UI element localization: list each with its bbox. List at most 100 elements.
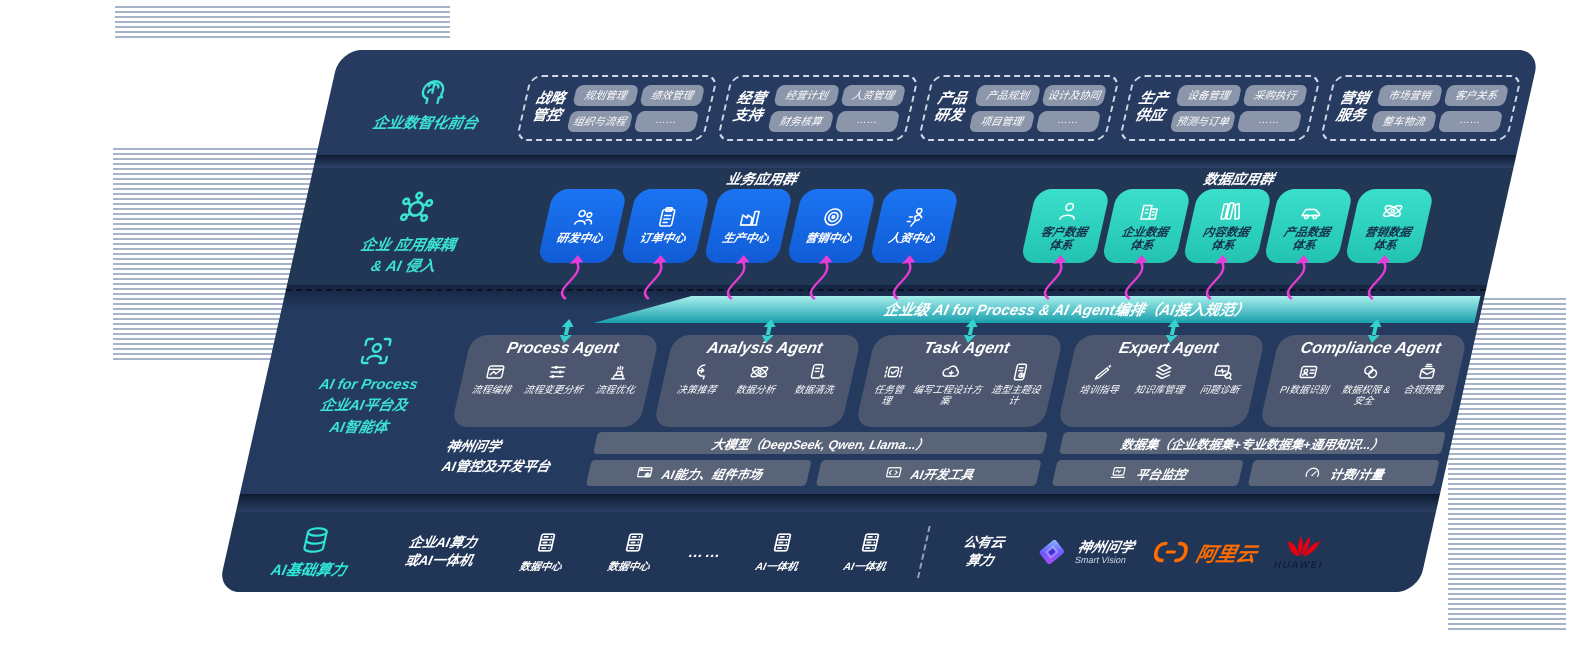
agent-item-label: 培训指导 bbox=[1078, 385, 1120, 396]
front-group-title: 经营 支持 bbox=[731, 90, 768, 124]
front-group: 产品 研发 产品规划 设计及协同 项目管理…… bbox=[917, 75, 1121, 141]
front-group-chips: 产品规划 设计及协同 项目管理…… bbox=[968, 84, 1108, 132]
partner-alibaba: 阿里云 bbox=[1150, 538, 1261, 567]
front-chip: 设备管理 bbox=[1175, 84, 1242, 106]
app-box: 生产中心 bbox=[702, 189, 794, 263]
app-box-label: 营销数据 体系 bbox=[1363, 226, 1413, 252]
agent-item: PI数据识别 bbox=[1279, 361, 1335, 396]
agent-item-label: 流程编排 bbox=[470, 385, 513, 396]
front-chip: …… bbox=[834, 110, 901, 132]
huawei-name: HUAWEI bbox=[1272, 560, 1325, 571]
app-box: 客户数据 体系 bbox=[1019, 189, 1111, 263]
front-chip: 绩效管理 bbox=[638, 84, 706, 106]
front-group-title: 营销 服务 bbox=[1334, 90, 1371, 124]
ai-bus-bar: 企业级 AI for Process & AI Agent编排（AI接入规范） bbox=[593, 296, 1480, 323]
platform-label: 神州问学 AI管控及开发平台 bbox=[440, 439, 552, 475]
dataset-bar: 数据集（企业数据集+专业数据集+通用知识...） bbox=[1059, 432, 1446, 454]
infra-node: AI一体机 bbox=[744, 530, 816, 574]
agent-items: 任务管理 编写工程设计方案 造型主题设计 bbox=[862, 361, 1052, 423]
train-icon bbox=[1090, 361, 1117, 383]
infra-node-label: 数据中心 bbox=[518, 561, 563, 573]
app-box: 营销数据 体系 bbox=[1343, 189, 1435, 263]
app-box-label: 订单中心 bbox=[637, 233, 687, 246]
cloud-icon bbox=[938, 361, 965, 383]
front-layer-band: 企业数智化前台 战略 管控 规划管理 绩效管理 组织与流程…… 经营 支持 经营计划人… bbox=[316, 50, 1541, 155]
front-chip: …… bbox=[1035, 110, 1102, 132]
agent-item: 知识库管理 bbox=[1133, 361, 1190, 396]
infra-node: AI一体机 bbox=[832, 530, 904, 574]
front-group-chips: 经营计划 人资管理 财务核算…… bbox=[767, 84, 907, 132]
front-group-chips: 设备管理 采购执行 预测与订单…… bbox=[1169, 84, 1309, 132]
server-icon bbox=[619, 530, 650, 555]
agent-item-label: 数据权限 & 安全 bbox=[1340, 385, 1392, 408]
agent-item-label: PI数据识别 bbox=[1278, 385, 1330, 396]
agent-item: 流程编排 bbox=[470, 361, 517, 396]
agent-item: 问题诊断 bbox=[1199, 361, 1246, 396]
dataset-cells: 平台监控 计费/计量 bbox=[1052, 460, 1440, 486]
app-box-label: 营销中心 bbox=[803, 233, 853, 246]
data-app-row: 客户数据 体系 企业数据 体系 内容数据 体系 产品数据 体系 营销数据 体系 bbox=[1019, 189, 1435, 263]
decouple-layer-title: 企业 应用解耦 & AI 侵入 bbox=[358, 237, 457, 275]
rings-icon bbox=[1357, 361, 1384, 383]
infra-layer-title: AI基础算力 bbox=[269, 562, 349, 579]
front-group: 经营 支持 经营计划 人资管理 财务核算…… bbox=[716, 75, 920, 141]
agent-items: 培训指导 知识库管理 问题诊断 bbox=[1064, 361, 1254, 423]
agent-items: 流程编排 流程变更分析 流程优化 bbox=[458, 361, 648, 423]
front-chip: 项目管理 bbox=[968, 110, 1035, 132]
agent-title: Process Agent bbox=[505, 340, 621, 357]
clipboard-icon bbox=[653, 205, 682, 229]
application-layer-band: 企业 应用解耦 & AI 侵入 业务应用群 数据应用群 研发中心 订单中心 生产中心… bbox=[287, 168, 1514, 285]
agent-item-label: 造型主题设计 bbox=[990, 385, 1042, 408]
app-box: 研发中心 bbox=[536, 189, 628, 263]
partner-smartvision: 神州问学 Smart Vision bbox=[1031, 535, 1137, 569]
platform-cell: 计费/计量 bbox=[1247, 460, 1440, 486]
decorative-stripes-top-left bbox=[115, 6, 450, 40]
brain-icon bbox=[412, 74, 454, 108]
front-layer-title: 企业数智化前台 bbox=[371, 114, 480, 132]
gauge-icon bbox=[1301, 464, 1323, 482]
atom-icon bbox=[1378, 199, 1407, 223]
alibaba-name: 阿里云 bbox=[1193, 543, 1259, 566]
database-icon bbox=[296, 524, 335, 556]
agent-card: Process Agent 流程编排 流程变更分析 流程优化 bbox=[451, 335, 660, 427]
public-cloud-label: 公有云 算力 bbox=[962, 534, 1006, 568]
front-group-title: 战略 管控 bbox=[530, 90, 567, 124]
infra-layer-label: AI基础算力 bbox=[251, 524, 376, 580]
agent-item: 造型主题设计 bbox=[983, 361, 1052, 408]
infra-layer-band: AI基础算力 企业AI算力 或AI一体机 数据中心 数据中心 …… AI一体机 AI一体… bbox=[217, 512, 1436, 592]
server-icon bbox=[855, 530, 886, 555]
diagnose-icon bbox=[1210, 361, 1237, 383]
business-group-header: 业务应用群 bbox=[725, 171, 799, 187]
agent-card: Task Agent 任务管理 编写工程设计方案 造型主题设计 bbox=[855, 335, 1064, 427]
alert-icon bbox=[1414, 361, 1441, 383]
front-chip: 规划管理 bbox=[572, 84, 639, 106]
front-group: 营销 服务 市场营销 客户关系 整车物流…… bbox=[1319, 75, 1523, 141]
agent-item-label: 数据清洗 bbox=[793, 385, 835, 396]
huawei-logo-icon bbox=[1283, 533, 1323, 559]
flow-icon bbox=[482, 361, 509, 383]
architecture-panel: 企业数智化前台 战略 管控 规划管理 绩效管理 组织与流程…… 经营 支持 经营计划人… bbox=[217, 50, 1541, 592]
agent-item-label: 决策推荐 bbox=[675, 385, 718, 396]
infra-node-label: AI一体机 bbox=[842, 561, 887, 573]
front-chip: 整车物流 bbox=[1370, 110, 1437, 132]
front-group-title: 产品 研发 bbox=[932, 90, 969, 124]
market-icon bbox=[633, 464, 655, 482]
building-icon bbox=[1135, 199, 1164, 223]
infra-node-label: AI一体机 bbox=[754, 561, 799, 573]
app-box: 内容数据 体系 bbox=[1181, 189, 1273, 263]
agent-item-label: 流程优化 bbox=[594, 385, 637, 396]
agent-item-label: 合规预警 bbox=[1402, 385, 1444, 396]
smartvision-logo-icon bbox=[1031, 535, 1073, 569]
smartvision-name: 神州问学 bbox=[1076, 538, 1136, 555]
front-group-title: 生产 供应 bbox=[1133, 90, 1170, 124]
agent-item: 数据权限 & 安全 bbox=[1338, 361, 1397, 408]
agent-item: 数据分析 bbox=[734, 361, 781, 396]
front-chip: 客户关系 bbox=[1442, 84, 1510, 106]
dataset-group: 数据集（企业数据集+专业数据集+通用知识...） 平台监控 计费/计量 bbox=[1052, 432, 1446, 486]
tools-icon bbox=[882, 464, 904, 482]
decide-icon bbox=[687, 361, 714, 383]
agent-item-label: 问题诊断 bbox=[1198, 385, 1241, 396]
app-box: 企业数据 体系 bbox=[1100, 189, 1192, 263]
app-box-label: 产品数据 体系 bbox=[1282, 226, 1332, 252]
platform-section: 神州问学 AI管控及开发平台 大模型（DeepSeek, Qwen, Llama… bbox=[438, 432, 1446, 486]
